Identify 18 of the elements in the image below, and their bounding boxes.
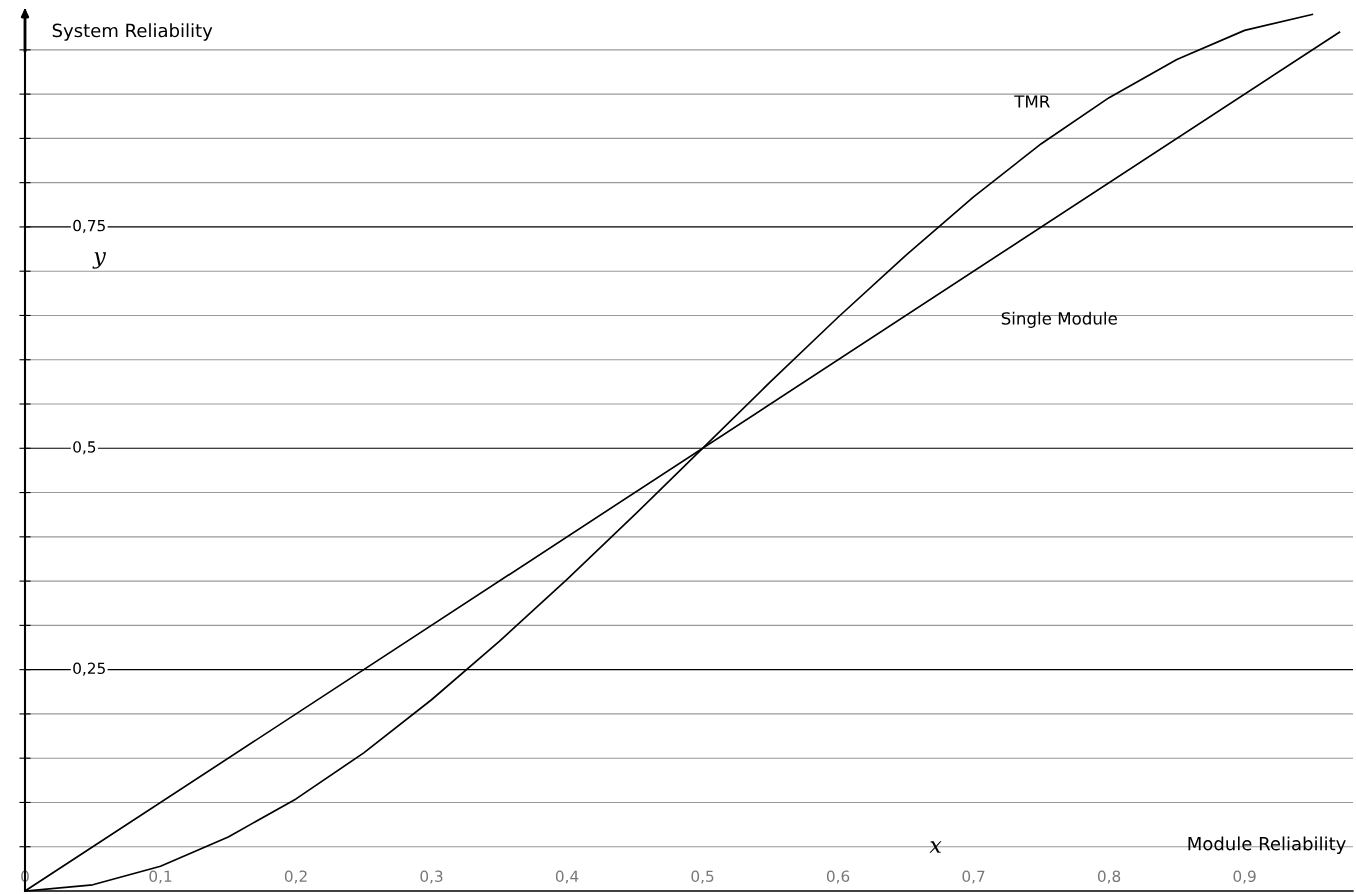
x-axis-title: Module Reliability — [1188, 836, 1346, 854]
x-tick-label: 0,9 — [1233, 870, 1256, 884]
x-tick-label: 0,6 — [826, 870, 850, 884]
x-tick-label: 0,8 — [1097, 870, 1121, 884]
y-axis-title: System Reliability — [52, 23, 213, 41]
y-tick-label: 0,5 — [73, 441, 96, 455]
x-tick-label: 0,5 — [691, 870, 714, 884]
y-tick-label: 0,25 — [73, 662, 105, 676]
series-label: TMR — [1014, 95, 1050, 108]
x-tick-label: 0,7 — [962, 870, 985, 884]
x-tick-label: 0,4 — [555, 870, 579, 884]
text: Single Module — [1001, 311, 1117, 328]
annotation: y — [92, 252, 107, 269]
x-tick-label: 0,3 — [420, 870, 443, 884]
y-tick-label: 0,75 — [73, 219, 105, 233]
annotation: x — [929, 841, 942, 853]
x-tick-label: 0,1 — [149, 870, 172, 884]
x-tick-label: 0,2 — [284, 870, 307, 884]
